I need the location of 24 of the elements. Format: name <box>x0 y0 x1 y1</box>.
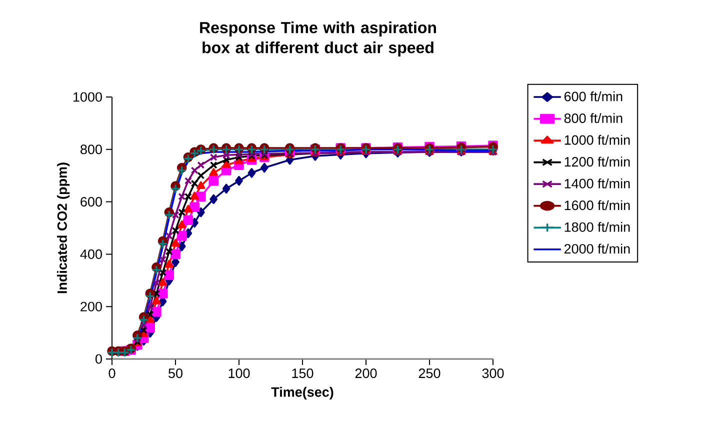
legend-label: 1000 ft/min <box>564 134 630 145</box>
y-tick-label: 200 <box>80 302 102 312</box>
x-tick-label: 300 <box>482 368 504 378</box>
y-axis-title: Indicated CO2 (ppm) <box>57 162 70 294</box>
y-tick-label: 0 <box>96 354 102 364</box>
x-axis-title: Time(sec) <box>271 386 334 400</box>
legend-label: 1400 ft/min <box>564 178 630 188</box>
legend-label: 800 ft/min <box>564 113 622 124</box>
x-tick-label: 250 <box>418 368 440 378</box>
y-tick-label: 1000 <box>73 92 102 102</box>
x-tick-label: 150 <box>292 368 314 378</box>
chart-title: Response Time with aspiration box at different duct air speed <box>200 22 436 56</box>
x-tick-label: 50 <box>168 368 182 378</box>
y-tick-label: 600 <box>80 197 102 207</box>
x-tick-label: 0 <box>108 368 116 378</box>
legend-label: 1800 ft/min <box>564 222 630 232</box>
x-tick-label: 100 <box>228 368 250 378</box>
y-tick-label: 400 <box>80 249 102 259</box>
legend-label: 1200 ft/min <box>564 156 630 167</box>
legend-label: 2000 ft/min <box>564 244 630 254</box>
legend-label: 600 ft/min <box>564 91 622 102</box>
legend-label: 1600 ft/min <box>564 200 630 210</box>
y-tick-label: 800 <box>80 144 102 154</box>
x-tick-label: 200 <box>355 368 377 378</box>
